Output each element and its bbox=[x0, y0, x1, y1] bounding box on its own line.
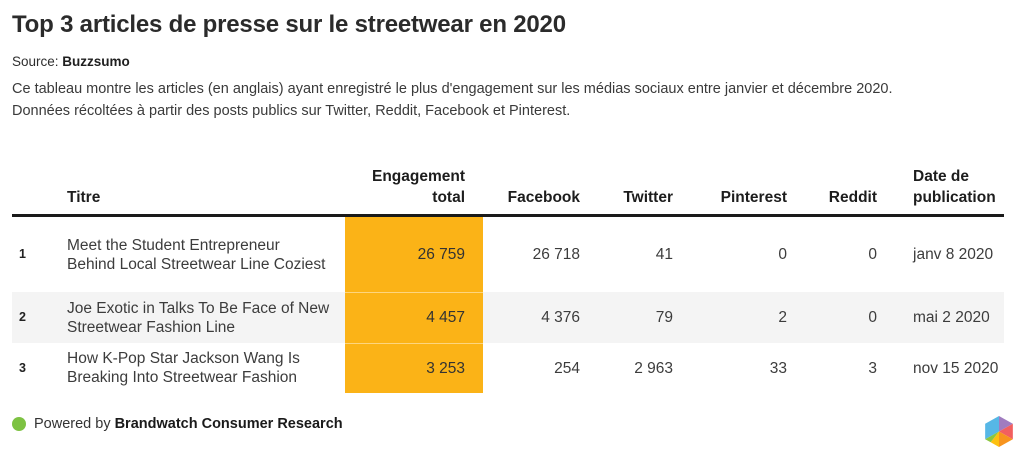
page-title: Top 3 articles de presse sur le streetwe… bbox=[12, 11, 566, 38]
title-cell: Joe Exotic in Talks To Be Face of New St… bbox=[42, 292, 345, 343]
rank-cell: 2 bbox=[12, 292, 42, 343]
pinterest-cell: 0 bbox=[778, 246, 787, 263]
table-row: 1 Meet the Student Entrepreneur Behind L… bbox=[12, 215, 1004, 292]
engagement-total-cell: 3 253 bbox=[345, 343, 483, 393]
column-header-pinterest: Pinterest bbox=[686, 162, 797, 217]
logo-blue-facet bbox=[985, 416, 999, 440]
reddit-cell: 0 bbox=[797, 292, 886, 343]
source-value: Buzzsumo bbox=[62, 54, 130, 69]
description-line-1: Ce tableau montre les articles (en angla… bbox=[12, 81, 893, 97]
powered-by-footer: Powered by Brandwatch Consumer Research bbox=[12, 416, 343, 432]
reddit-cell: 0 bbox=[868, 246, 877, 263]
articles-table: Titre Engagement total Facebook Twitter … bbox=[12, 162, 1004, 393]
twitter-cell: 41 bbox=[655, 246, 673, 263]
engagement-total-cell: 4 457 bbox=[345, 292, 483, 343]
logo-orange-facet bbox=[999, 431, 1013, 447]
date-cell: mai 2 2020 bbox=[886, 292, 1004, 343]
column-header-date: Date de publication bbox=[886, 162, 1004, 217]
column-header-rank bbox=[12, 162, 42, 217]
column-header-twitter: Twitter bbox=[592, 162, 686, 217]
logo-green-facet bbox=[985, 431, 999, 443]
date-cell: nov 15 2020 bbox=[913, 359, 999, 377]
powered-by-label: Powered by bbox=[34, 416, 111, 432]
source-line: Source: Buzzsumo bbox=[12, 53, 1004, 70]
engagement-total-cell: 26 759 bbox=[345, 215, 483, 292]
twitter-cell: 2 963 bbox=[634, 359, 673, 377]
table-row: 2 Joe Exotic in Talks To Be Face of New … bbox=[12, 292, 1004, 343]
pinterest-cell: 2 bbox=[686, 292, 797, 343]
rank-cell: 1 bbox=[19, 247, 26, 261]
description-line-2: Données récoltées à partir des posts pub… bbox=[12, 103, 571, 119]
reddit-cell: 3 bbox=[868, 359, 877, 377]
brand-name: Brandwatch Consumer Research bbox=[114, 416, 343, 432]
column-header-facebook: Facebook bbox=[483, 162, 592, 217]
date-cell: janv 8 2020 bbox=[913, 246, 994, 263]
facebook-cell: 26 718 bbox=[532, 246, 580, 263]
facebook-cell: 4 376 bbox=[483, 292, 592, 343]
logo-purple-facet bbox=[999, 416, 1013, 432]
table-row: 3 How K-Pop Star Jackson Wang Is Breakin… bbox=[12, 343, 1004, 393]
column-header-engagement-total: Engagement total bbox=[345, 162, 483, 217]
title-cell: How K-Pop Star Jackson Wang Is Breaking … bbox=[67, 350, 300, 386]
brandwatch-dot-icon bbox=[12, 417, 26, 431]
vizia-hexagon-logo-icon bbox=[985, 416, 1013, 447]
rank-cell: 3 bbox=[19, 360, 26, 375]
table-header-row: Titre Engagement total Facebook Twitter … bbox=[12, 162, 1004, 217]
twitter-cell: 79 bbox=[592, 292, 686, 343]
logo-yellow-facet bbox=[990, 431, 999, 447]
column-header-titre: Titre bbox=[42, 162, 345, 217]
column-header-reddit: Reddit bbox=[797, 162, 886, 217]
facebook-cell: 254 bbox=[554, 359, 580, 377]
title-cell: Meet the Student Entrepreneur Behind Loc… bbox=[67, 236, 326, 273]
pinterest-cell: 33 bbox=[769, 359, 787, 377]
source-label: Source: bbox=[12, 54, 59, 69]
logo-red-facet bbox=[999, 423, 1013, 440]
